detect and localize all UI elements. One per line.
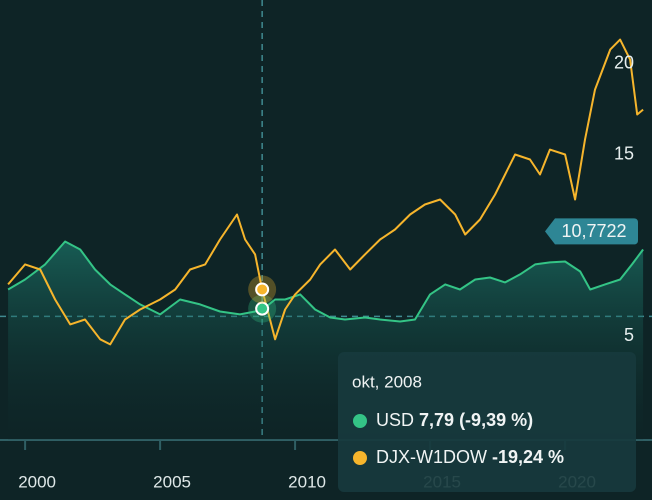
hover-marker <box>255 301 270 316</box>
tooltip-row: USD 7,79 (-9,39 %) <box>376 410 533 430</box>
last-value-tag <box>545 218 638 245</box>
tooltip-value: -19,24 % <box>492 447 564 467</box>
legend-dot <box>353 451 367 465</box>
y-tick-label: 20 <box>614 52 634 72</box>
x-tick-label: 2010 <box>288 472 326 491</box>
y-tick-label: 5 <box>624 325 634 345</box>
tooltip <box>338 352 636 492</box>
x-tick-label: 2000 <box>18 472 56 491</box>
hover-marker <box>255 282 270 297</box>
x-tick-label: 2005 <box>153 472 191 491</box>
tooltip-title: okt, 2008 <box>352 372 422 391</box>
legend-dot <box>353 414 367 428</box>
legend-name: DJX-W1DOW <box>376 447 487 467</box>
last-value-label: 10,7722 <box>561 221 626 241</box>
line <box>7 240 644 323</box>
y-tick-label: 15 <box>614 143 634 163</box>
line <box>7 38 644 346</box>
tooltip-value: 7,79 (-9,39 %) <box>419 410 533 430</box>
legend-name: USD <box>376 410 414 430</box>
tooltip-row: DJX-W1DOW -19,24 % <box>376 447 564 467</box>
